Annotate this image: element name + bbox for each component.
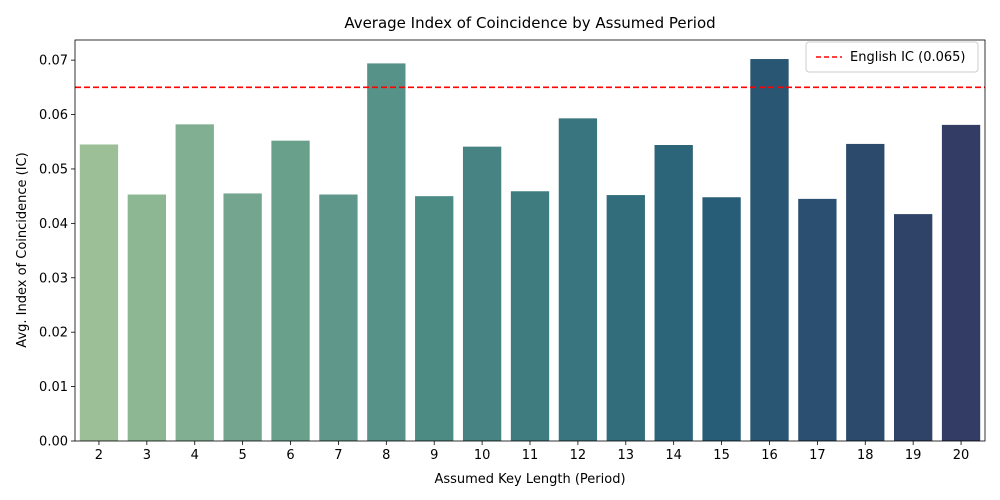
bar-period-10 xyxy=(462,146,502,441)
bar-period-17 xyxy=(798,198,837,441)
bars-group xyxy=(79,59,981,442)
bar-period-2 xyxy=(79,144,119,441)
bar-period-19 xyxy=(894,214,933,441)
bar-period-5 xyxy=(223,193,262,441)
ticks-group: 2 3 4 5 6 7 8 9 10 11 12 13 14 15 16 17 18 19 20 0.00 0.01 0.… xyxy=(39,54,969,463)
legend: English IC (0.065) xyxy=(805,41,979,73)
bar-period-4 xyxy=(175,124,214,441)
x-tick-label: 13 xyxy=(618,448,635,463)
x-tick-label: 15 xyxy=(713,448,730,463)
y-tick-label: 0.01 xyxy=(39,380,68,395)
x-tick-label: 3 xyxy=(143,448,151,463)
y-tick-label: 0.05 xyxy=(39,162,68,177)
x-tick-label: 6 xyxy=(286,448,294,463)
bar-period-18 xyxy=(846,143,885,442)
bar-period-16 xyxy=(750,59,789,441)
x-tick-label: 19 xyxy=(905,448,922,463)
y-tick-label: 0.03 xyxy=(39,271,68,286)
x-tick-label: 16 xyxy=(761,448,778,463)
y-tick-label: 0.00 xyxy=(39,435,68,450)
bar-period-15 xyxy=(702,197,741,441)
x-tick-label: 18 xyxy=(857,448,874,463)
bar-period-14 xyxy=(654,145,693,441)
bar-period-9 xyxy=(415,196,454,441)
x-tick-label: 2 xyxy=(95,448,103,463)
legend-box xyxy=(805,41,979,73)
bar-period-6 xyxy=(271,140,310,441)
bar-period-7 xyxy=(319,194,358,441)
bar-period-20 xyxy=(941,124,981,441)
y-axis-title: Avg. Index of Coincidence (IC) xyxy=(15,152,30,347)
bar-period-12 xyxy=(558,118,598,441)
x-tick-label: 4 xyxy=(191,448,199,463)
x-tick-label: 17 xyxy=(809,448,826,463)
bar-period-8 xyxy=(367,63,406,442)
y-tick-label: 0.02 xyxy=(39,326,68,341)
bar-period-11 xyxy=(510,191,550,441)
bar-period-3 xyxy=(127,194,166,441)
x-tick-label: 20 xyxy=(953,448,970,463)
x-tick-label: 8 xyxy=(382,448,390,463)
bar-period-13 xyxy=(606,195,645,441)
x-tick-label: 9 xyxy=(430,448,438,463)
x-tick-label: 7 xyxy=(334,448,342,463)
x-tick-label: 10 xyxy=(474,448,491,463)
x-axis-title: Assumed Key Length (Period) xyxy=(434,472,625,487)
y-tick-label: 0.07 xyxy=(39,54,68,69)
x-tick-label: 14 xyxy=(665,448,682,463)
y-tick-label: 0.04 xyxy=(39,217,68,232)
chart-title: Average Index of Coincidence by Assumed … xyxy=(344,14,715,32)
x-tick-label: 5 xyxy=(238,448,246,463)
x-tick-label: 12 xyxy=(570,448,587,463)
x-tick-label: 11 xyxy=(522,448,539,463)
y-tick-label: 0.06 xyxy=(39,108,68,123)
legend-entry-english-ic: English IC (0.065) xyxy=(850,50,965,65)
